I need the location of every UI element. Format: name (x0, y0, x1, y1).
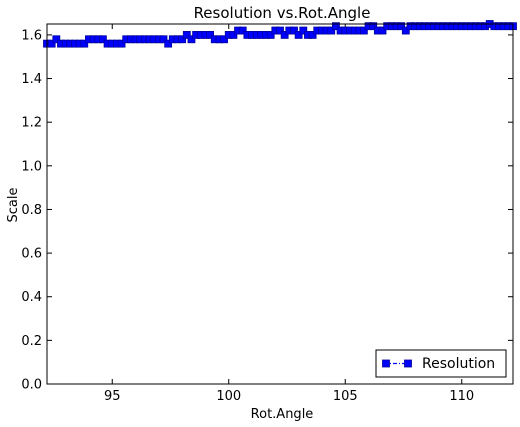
data-point (299, 26, 308, 35)
x-tick-label: 95 (104, 389, 121, 404)
y-tick-label: 1.0 (21, 159, 42, 174)
data-point (308, 31, 317, 39)
data-point (401, 26, 410, 35)
y-axis-label: Scale (6, 188, 21, 223)
data-point (164, 39, 173, 48)
data-point (294, 31, 303, 39)
data-point (220, 35, 228, 44)
data-point (378, 26, 387, 35)
y-tick-label: 1.2 (21, 116, 42, 131)
data-point (266, 31, 275, 39)
data-point (229, 31, 238, 39)
data-point (47, 39, 56, 48)
data-point (359, 26, 368, 35)
data-point (206, 31, 215, 39)
y-tick-label: 1.4 (21, 72, 42, 87)
x-tick-label: 110 (449, 389, 474, 404)
x-tick-label: 100 (216, 389, 241, 404)
data-point (332, 22, 340, 31)
y-tick-label: 0.8 (21, 203, 42, 218)
legend: Resolution (375, 349, 507, 378)
chart-title: Resolution vs.Rot.Angle (194, 4, 371, 22)
data-point (327, 26, 336, 35)
data-point (238, 26, 247, 35)
legend-marker (382, 359, 390, 368)
data-point (290, 26, 298, 35)
legend-marker (404, 359, 412, 368)
legend-label: Resolution (422, 356, 495, 372)
legend-box (375, 349, 507, 378)
data-point (117, 39, 126, 48)
data-point (369, 22, 378, 31)
y-tick-label: 0.4 (21, 290, 42, 305)
data-point (397, 22, 406, 31)
x-axis-label: Rot.Angle (251, 407, 314, 422)
data-point (159, 35, 168, 44)
series-group (43, 20, 517, 48)
data-point (99, 35, 107, 44)
data-point (280, 31, 289, 39)
data-point (178, 35, 187, 44)
y-tick-label: 1.6 (21, 28, 42, 43)
data-point (276, 26, 284, 35)
y-tick-label: 0.2 (21, 334, 42, 349)
data-point (80, 39, 89, 48)
y-tick-label: 0.6 (21, 247, 42, 262)
x-tick-label: 105 (333, 389, 358, 404)
data-point (182, 31, 191, 39)
axis-ticks: 95 100 105 110 0.0 0.2 0.4 0.6 0.8 1.0 1.2 1.4 1.6 (21, 24, 513, 404)
plot-frame (46, 23, 514, 385)
y-tick-label: 0.0 (21, 378, 42, 393)
data-point (52, 35, 61, 44)
data-point (187, 35, 196, 44)
